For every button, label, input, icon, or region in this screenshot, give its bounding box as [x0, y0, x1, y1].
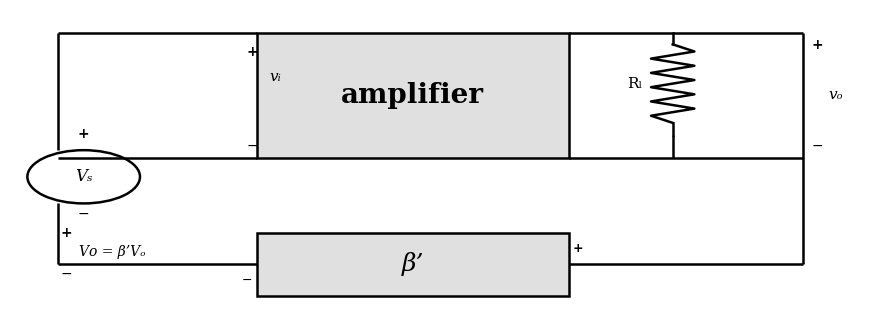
Text: +: +: [78, 127, 90, 141]
Text: −: −: [242, 274, 253, 287]
Text: vᵢ: vᵢ: [270, 70, 282, 83]
Text: −: −: [78, 207, 90, 221]
Text: β’: β’: [401, 252, 424, 276]
Text: +: +: [61, 226, 72, 240]
FancyBboxPatch shape: [257, 33, 569, 158]
Text: +: +: [812, 38, 823, 52]
Text: +: +: [573, 242, 584, 255]
Text: +: +: [247, 45, 258, 58]
FancyBboxPatch shape: [257, 233, 569, 296]
Text: vₒ: vₒ: [829, 88, 843, 102]
Text: −: −: [61, 267, 72, 281]
Text: −: −: [812, 138, 823, 153]
Text: −: −: [247, 138, 258, 153]
Text: Rₗ: Rₗ: [627, 76, 642, 91]
Text: Vᴏ = β’Vₒ: Vᴏ = β’Vₒ: [79, 245, 146, 259]
Text: Vₛ: Vₛ: [75, 168, 92, 185]
Text: amplifier: amplifier: [342, 82, 484, 109]
